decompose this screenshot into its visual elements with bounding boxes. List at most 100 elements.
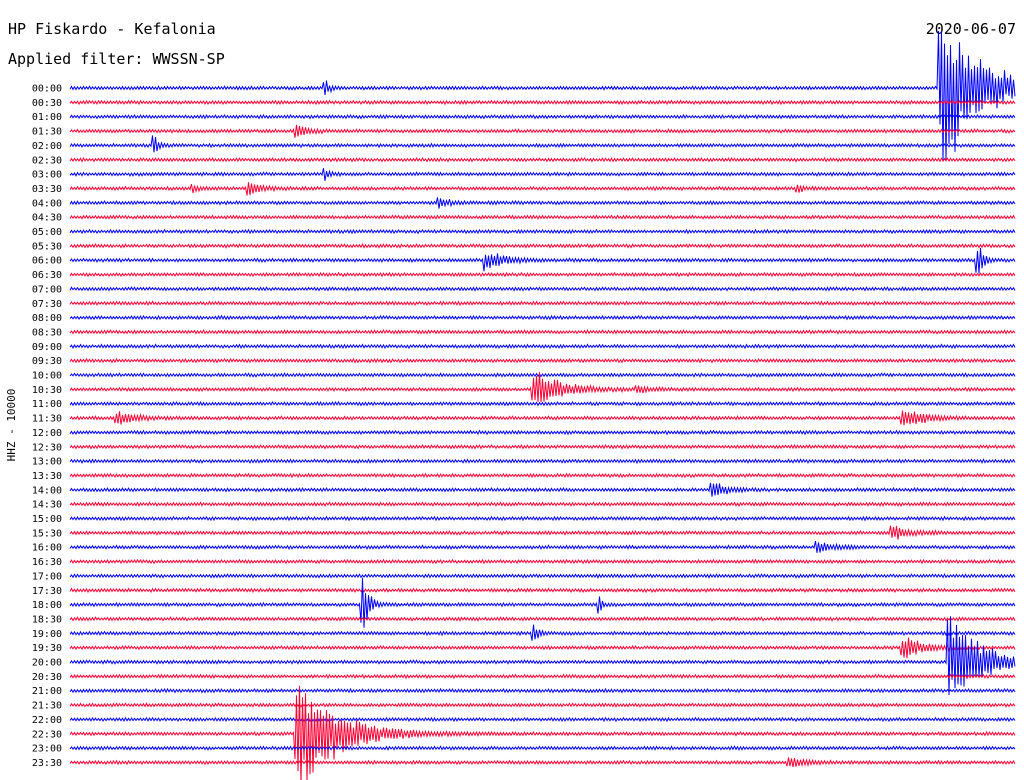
- trace-row: [69, 214, 1016, 220]
- trace-row: [69, 745, 1016, 751]
- trace-row: [69, 577, 1016, 628]
- time-label: 06:00: [32, 256, 62, 267]
- time-label: 07:30: [32, 299, 62, 310]
- trace-row: [69, 271, 1016, 278]
- time-label: 10:30: [32, 385, 62, 396]
- time-label: 02:00: [32, 141, 62, 152]
- trace-row: [69, 247, 1016, 274]
- time-label: 18:00: [32, 600, 62, 611]
- filter-label: Applied filter: WWSSN-SP: [8, 50, 225, 68]
- trace-row: [69, 587, 1016, 594]
- time-label: 20:00: [32, 658, 62, 669]
- trace-row: [69, 99, 1016, 106]
- time-label: 03:00: [32, 170, 62, 181]
- trace-row: [69, 616, 1016, 696]
- time-label: 08:30: [32, 327, 62, 338]
- trace-row: [69, 168, 1016, 181]
- trace-row: [69, 687, 1016, 694]
- time-label: 09:30: [32, 356, 62, 367]
- time-label: 17:00: [32, 571, 62, 582]
- trace-row: [69, 135, 1016, 153]
- time-label: 20:30: [32, 672, 62, 683]
- time-label: 21:30: [32, 701, 62, 712]
- time-label: 19:00: [32, 629, 62, 640]
- trace-row: [69, 400, 1016, 407]
- trace-row: [69, 540, 1016, 553]
- trace-row: [69, 716, 1016, 723]
- trace-row: [69, 515, 1016, 522]
- station-title: HP Fiskardo - Kefalonia: [8, 20, 216, 38]
- time-label: 21:00: [32, 686, 62, 697]
- time-label: 15:00: [32, 514, 62, 525]
- time-label: 13:00: [32, 457, 62, 468]
- time-label: 16:30: [32, 557, 62, 568]
- trace-row: [69, 702, 1016, 708]
- time-label: 23:00: [32, 744, 62, 755]
- trace-row: [69, 757, 1016, 768]
- time-label: 12:00: [32, 428, 62, 439]
- trace-row: [69, 182, 1016, 196]
- trace-row: [69, 429, 1016, 436]
- time-label: 04:00: [32, 198, 62, 209]
- trace-row: [69, 372, 1016, 403]
- trace-row: [69, 525, 1016, 540]
- time-label: 03:30: [32, 184, 62, 195]
- time-label: 04:30: [32, 213, 62, 224]
- time-label: 16:00: [32, 543, 62, 554]
- trace-row: [69, 357, 1016, 364]
- trace-row: [69, 624, 1016, 641]
- trace-row: [69, 286, 1016, 292]
- trace-row: [69, 501, 1016, 508]
- time-label: 14:00: [32, 485, 62, 496]
- trace-row: [69, 300, 1016, 307]
- trace-row: [69, 372, 1016, 378]
- time-label: 22:30: [32, 729, 62, 740]
- trace-row: [69, 410, 1016, 426]
- trace-row: [69, 197, 1016, 209]
- trace-row: [69, 156, 1016, 163]
- time-label: 14:30: [32, 500, 62, 511]
- time-label: 18:30: [32, 614, 62, 625]
- time-label: 10:00: [32, 371, 62, 382]
- time-label: 09:00: [32, 342, 62, 353]
- trace-row: [69, 113, 1016, 120]
- time-label: 19:30: [32, 643, 62, 654]
- time-label: 23:30: [32, 758, 62, 769]
- trace-row: [69, 124, 1016, 138]
- trace-row: [69, 242, 1016, 249]
- time-label: 11:30: [32, 414, 62, 425]
- trace-row: [69, 472, 1016, 479]
- trace-row: [69, 329, 1016, 335]
- time-label: 01:00: [32, 112, 62, 123]
- time-label: 00:30: [32, 98, 62, 109]
- trace-row: [69, 314, 1016, 321]
- time-label: 07:00: [32, 284, 62, 295]
- trace-row: [69, 637, 1016, 659]
- time-label: 02:30: [32, 155, 62, 166]
- time-label: 06:30: [32, 270, 62, 281]
- time-label: 01:30: [32, 127, 62, 138]
- trace-row: [69, 558, 1016, 565]
- trace-row: [69, 343, 1016, 350]
- time-label: 05:00: [32, 227, 62, 238]
- trace-row: [69, 443, 1016, 450]
- date-label: 2020-06-07: [925, 20, 1016, 38]
- time-label: 08:00: [32, 313, 62, 324]
- time-label: 13:30: [32, 471, 62, 482]
- trace-row: [69, 31, 1016, 162]
- y-axis-label: HHZ - 10000: [5, 389, 18, 462]
- time-label: 05:30: [32, 241, 62, 252]
- time-label: 17:30: [32, 586, 62, 597]
- time-label: 15:30: [32, 528, 62, 539]
- trace-row: [69, 228, 1016, 235]
- trace-row: [69, 458, 1016, 465]
- trace-row: [69, 616, 1016, 622]
- trace-row: [69, 673, 1016, 680]
- time-label: 22:00: [32, 715, 62, 726]
- time-label: 12:30: [32, 442, 62, 453]
- time-label: 11:00: [32, 399, 62, 410]
- trace-row: [69, 573, 1016, 579]
- trace-row: [69, 685, 1016, 780]
- time-label: 00:00: [32, 84, 62, 95]
